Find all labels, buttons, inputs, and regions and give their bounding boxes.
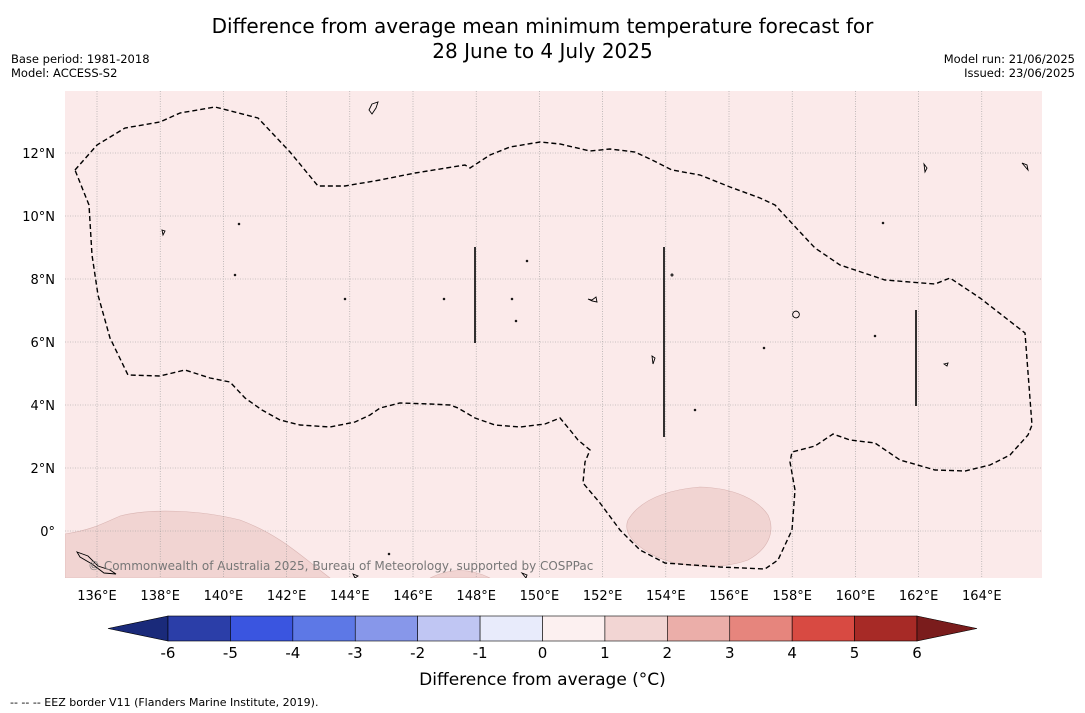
colorbar	[107, 615, 978, 642]
colorbar-tick-label: 0	[538, 644, 548, 662]
colorbar-box	[791, 615, 855, 642]
map-title: Difference from average mean minimum tem…	[0, 14, 1085, 64]
colorbar-box	[604, 615, 668, 642]
lon-tick-label: 146°E	[393, 589, 433, 604]
colorbar-tick-label: -1	[473, 644, 488, 662]
colorbar-box	[292, 615, 356, 642]
colorbar-tick-label: 4	[787, 644, 797, 662]
lon-tick-label: 140°E	[204, 589, 244, 604]
colorbar-tick-label: -5	[223, 644, 238, 662]
issued-date: Issued: 23/06/2025	[964, 66, 1075, 80]
colorbar-tick-label: 5	[850, 644, 860, 662]
lon-tick-label: 152°E	[583, 589, 623, 604]
footnote: -- -- -- EEZ border V11 (Flanders Marine…	[10, 696, 319, 709]
lon-tick-label: 160°E	[836, 589, 876, 604]
colorbar-tick-label: 3	[725, 644, 735, 662]
lon-tick-label: 150°E	[520, 589, 560, 604]
meta-left: Base period: 1981-2018 Model: ACCESS-S2	[11, 52, 150, 80]
lat-tick-label: 12°N	[22, 147, 55, 162]
colorbar-tick-label: -6	[161, 644, 176, 662]
model-name: Model: ACCESS-S2	[11, 66, 118, 80]
lat-tick-label: 4°N	[31, 399, 56, 414]
base-period: Base period: 1981-2018	[11, 52, 150, 66]
lat-tick-label: 0°	[40, 525, 55, 540]
lat-tick-label: 2°N	[31, 462, 56, 477]
lon-tick-label: 158°E	[772, 589, 812, 604]
lat-tick-label: 6°N	[31, 336, 56, 351]
anomaly-patch-southwest	[65, 510, 331, 578]
meta-right: Model run: 21/06/2025 Issued: 23/06/2025	[944, 52, 1075, 80]
lon-tick-label: 136°E	[77, 589, 117, 604]
colorbar-box	[854, 615, 918, 642]
colorbar-tick-label: -3	[348, 644, 363, 662]
colorbar-box	[354, 615, 418, 642]
colorbar-box	[230, 615, 294, 642]
anomaly-patch-central	[626, 486, 772, 567]
colorbar-extend-high	[916, 615, 978, 642]
colorbar-box	[479, 615, 543, 642]
lat-tick-label: 10°N	[22, 210, 55, 225]
copyright-notice: © Commonwealth of Australia 2025, Bureau…	[88, 559, 593, 573]
islands	[75, 101, 1029, 578]
lon-tick-label: 142°E	[267, 589, 307, 604]
lon-tick-label: 164°E	[962, 589, 1002, 604]
lon-tick-label: 144°E	[330, 589, 370, 604]
title-line-2: 28 June to 4 July 2025	[432, 39, 653, 63]
colorbar-tick-label: 1	[600, 644, 610, 662]
colorbar-tick-label: 6	[912, 644, 922, 662]
lon-tick-label: 148°E	[456, 589, 496, 604]
anomaly-patch-south	[429, 570, 491, 578]
colorbar-tick-label: -4	[285, 644, 300, 662]
lon-tick-label: 138°E	[140, 589, 180, 604]
map-background	[65, 91, 1042, 578]
lon-tick-label: 162°E	[899, 589, 939, 604]
colorbar-tick-label: -2	[410, 644, 425, 662]
colorbar-box	[417, 615, 481, 642]
model-run: Model run: 21/06/2025	[943, 52, 1075, 66]
eez-border	[74, 106, 1033, 570]
lat-tick-label: 8°N	[31, 273, 56, 288]
title-line-1: Difference from average mean minimum tem…	[211, 14, 874, 38]
lon-tick-label: 156°E	[709, 589, 749, 604]
lon-tick-label: 154°E	[646, 589, 686, 604]
colorbar-label: Difference from average (°C)	[419, 670, 666, 690]
colorbar-box	[542, 615, 606, 642]
colorbar-tick-label: 2	[663, 644, 673, 662]
colorbar-box	[667, 615, 731, 642]
colorbar-extend-low	[107, 615, 169, 642]
colorbar-box	[729, 615, 793, 642]
colorbar-box	[167, 615, 231, 642]
